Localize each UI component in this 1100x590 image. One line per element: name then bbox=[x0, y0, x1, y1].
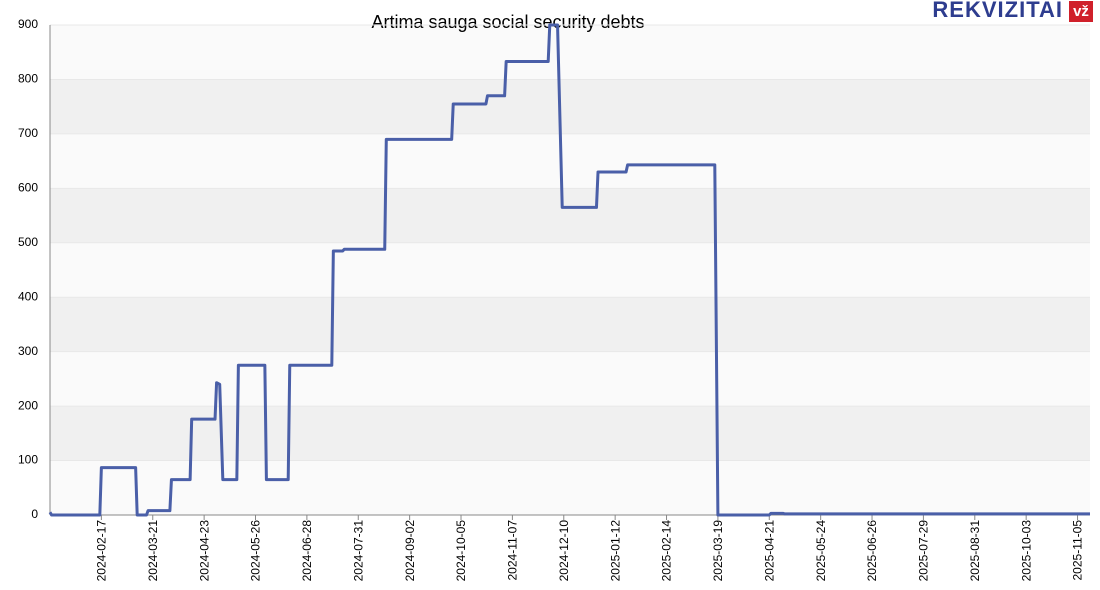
data-line bbox=[48, 23, 1090, 517]
y-tick-label: 600 bbox=[18, 181, 38, 195]
chart-title: Artima sauga social security debts bbox=[371, 12, 644, 32]
x-tick-label: 2025-01-12 bbox=[608, 520, 622, 582]
grid-band bbox=[50, 406, 1090, 461]
x-tick-label: 2024-12-10 bbox=[557, 520, 571, 582]
x-tick-label: 2025-11-05 bbox=[1071, 520, 1085, 581]
brand-name: REKVIZITAI bbox=[932, 0, 1063, 22]
x-tick-label: 2024-05-26 bbox=[249, 520, 263, 582]
y-tick-label: 200 bbox=[18, 398, 38, 412]
x-tick-label: 2025-07-29 bbox=[917, 520, 931, 582]
grid-band bbox=[50, 79, 1090, 134]
x-tick-label: 2025-05-24 bbox=[814, 520, 828, 582]
x-tick-label: 2024-06-28 bbox=[300, 520, 314, 582]
y-tick-label: 400 bbox=[18, 289, 38, 303]
x-tick-label: 2025-08-31 bbox=[968, 520, 982, 582]
y-tick-label: 900 bbox=[18, 17, 38, 31]
grid-band bbox=[50, 297, 1090, 352]
plot-bands bbox=[50, 25, 1090, 515]
y-tick-label: 800 bbox=[18, 72, 38, 86]
x-tick-label: 2024-10-05 bbox=[454, 520, 468, 582]
x-tick-label: 2025-06-26 bbox=[865, 520, 879, 582]
x-tick-label: 2025-03-19 bbox=[711, 520, 725, 582]
x-tick-label: 2025-04-21 bbox=[762, 520, 776, 582]
brand-mark: vž bbox=[1073, 3, 1089, 20]
x-tick-label: 2024-02-17 bbox=[95, 520, 109, 582]
x-tick-label: 2024-11-07 bbox=[506, 520, 520, 581]
y-tick-label: 300 bbox=[18, 344, 38, 358]
x-tick-label: 2025-10-03 bbox=[1019, 520, 1033, 582]
x-tick-label: 2024-03-21 bbox=[146, 520, 160, 582]
brand-badge bbox=[1069, 1, 1093, 22]
grid-band bbox=[50, 188, 1090, 243]
x-tick-label: 2024-07-31 bbox=[351, 520, 365, 582]
y-tick-label: 500 bbox=[18, 235, 38, 249]
x-tick-label: 2024-09-02 bbox=[403, 520, 417, 582]
y-tick-label: 0 bbox=[31, 507, 38, 521]
x-tick-label: 2024-04-23 bbox=[197, 520, 211, 582]
y-tick-label: 100 bbox=[18, 453, 38, 467]
y-tick-label: 700 bbox=[18, 126, 38, 140]
x-tick-label: 2025-02-14 bbox=[660, 520, 674, 582]
